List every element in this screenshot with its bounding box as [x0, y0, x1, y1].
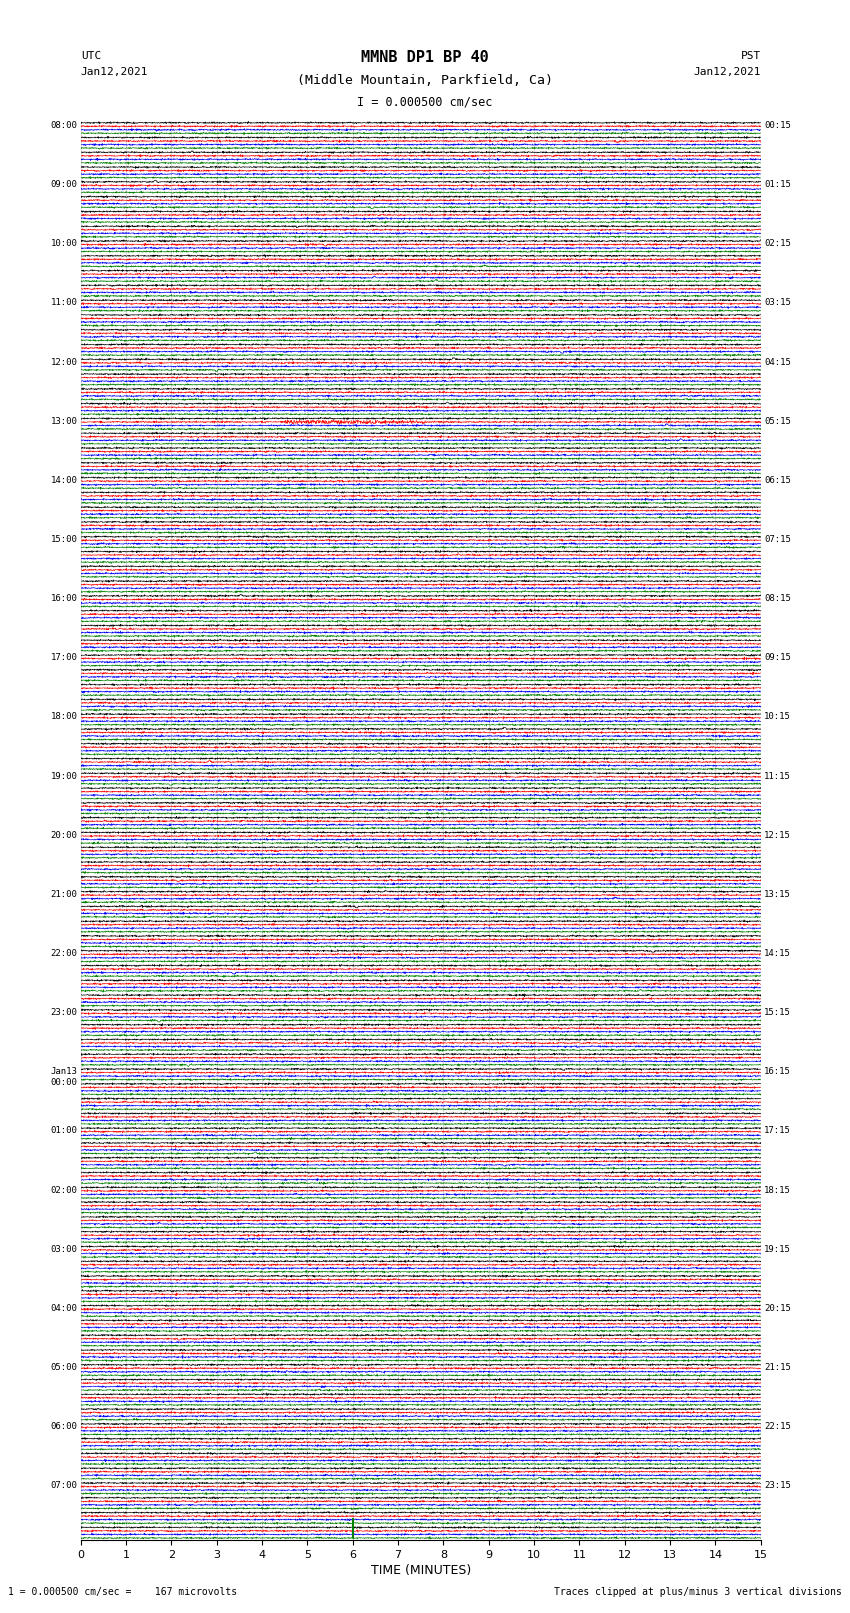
Text: 1 = 0.000500 cm/sec =    167 microvolts: 1 = 0.000500 cm/sec = 167 microvolts: [8, 1587, 238, 1597]
Text: 14:15: 14:15: [764, 948, 791, 958]
Text: 19:00: 19:00: [50, 771, 77, 781]
Text: 19:15: 19:15: [764, 1245, 791, 1253]
Text: 16:00: 16:00: [50, 594, 77, 603]
Text: Jan12,2021: Jan12,2021: [81, 68, 148, 77]
Text: 11:00: 11:00: [50, 298, 77, 308]
Text: 01:00: 01:00: [50, 1126, 77, 1136]
Text: Jan13
00:00: Jan13 00:00: [50, 1068, 77, 1087]
Text: 05:15: 05:15: [764, 416, 791, 426]
Text: MMNB DP1 BP 40: MMNB DP1 BP 40: [361, 50, 489, 65]
X-axis label: TIME (MINUTES): TIME (MINUTES): [371, 1565, 471, 1578]
Text: 07:15: 07:15: [764, 536, 791, 544]
Text: 08:00: 08:00: [50, 121, 77, 131]
Text: 21:00: 21:00: [50, 890, 77, 898]
Text: 01:15: 01:15: [764, 181, 791, 189]
Text: 23:00: 23:00: [50, 1008, 77, 1018]
Text: 13:15: 13:15: [764, 890, 791, 898]
Text: 06:00: 06:00: [50, 1423, 77, 1431]
Text: 15:00: 15:00: [50, 536, 77, 544]
Text: 14:00: 14:00: [50, 476, 77, 486]
Text: 04:15: 04:15: [764, 358, 791, 366]
Text: 16:15: 16:15: [764, 1068, 791, 1076]
Text: 03:15: 03:15: [764, 298, 791, 308]
Text: 09:00: 09:00: [50, 181, 77, 189]
Text: 12:15: 12:15: [764, 831, 791, 840]
Text: 02:15: 02:15: [764, 239, 791, 248]
Text: 03:00: 03:00: [50, 1245, 77, 1253]
Text: 10:00: 10:00: [50, 239, 77, 248]
Text: 18:00: 18:00: [50, 713, 77, 721]
Text: UTC: UTC: [81, 52, 101, 61]
Text: 18:15: 18:15: [764, 1186, 791, 1195]
Text: (Middle Mountain, Parkfield, Ca): (Middle Mountain, Parkfield, Ca): [297, 74, 553, 87]
Text: 20:15: 20:15: [764, 1303, 791, 1313]
Text: 17:00: 17:00: [50, 653, 77, 663]
Text: 12:00: 12:00: [50, 358, 77, 366]
Text: 20:00: 20:00: [50, 831, 77, 840]
Text: 11:15: 11:15: [764, 771, 791, 781]
Text: 23:15: 23:15: [764, 1481, 791, 1490]
Text: 22:15: 22:15: [764, 1423, 791, 1431]
Text: 17:15: 17:15: [764, 1126, 791, 1136]
Text: 13:00: 13:00: [50, 416, 77, 426]
Text: PST: PST: [740, 52, 761, 61]
Text: 21:15: 21:15: [764, 1363, 791, 1373]
Text: 02:00: 02:00: [50, 1186, 77, 1195]
Text: 09:15: 09:15: [764, 653, 791, 663]
Text: 08:15: 08:15: [764, 594, 791, 603]
Text: 06:15: 06:15: [764, 476, 791, 486]
Text: 10:15: 10:15: [764, 713, 791, 721]
Text: Traces clipped at plus/minus 3 vertical divisions: Traces clipped at plus/minus 3 vertical …: [553, 1587, 842, 1597]
Text: 00:15: 00:15: [764, 121, 791, 131]
Text: 04:00: 04:00: [50, 1303, 77, 1313]
Text: 05:00: 05:00: [50, 1363, 77, 1373]
Text: 15:15: 15:15: [764, 1008, 791, 1018]
Text: 22:00: 22:00: [50, 948, 77, 958]
Text: I = 0.000500 cm/sec: I = 0.000500 cm/sec: [357, 95, 493, 108]
Text: Jan12,2021: Jan12,2021: [694, 68, 761, 77]
Text: 07:00: 07:00: [50, 1481, 77, 1490]
